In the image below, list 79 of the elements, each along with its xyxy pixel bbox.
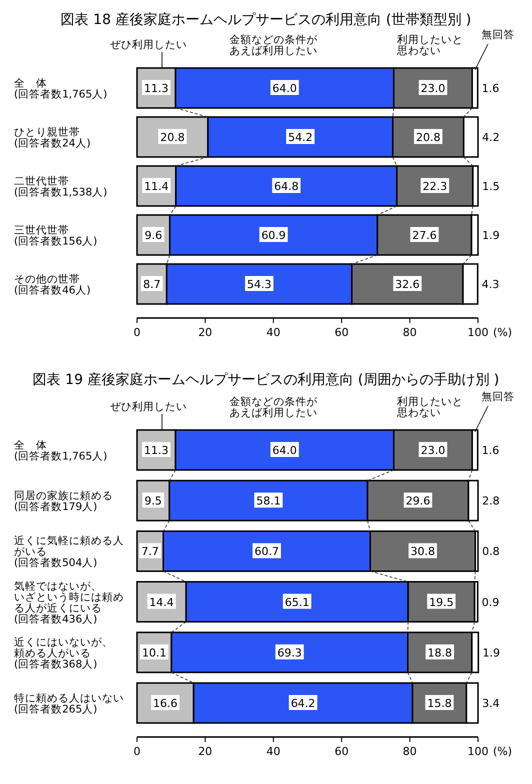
data-label: 64.2 [290, 697, 316, 710]
data-label: 65.1 [284, 596, 310, 609]
data-label: 32.6 [395, 278, 420, 291]
data-label: 14.4 [149, 596, 174, 609]
data-label: 29.6 [406, 494, 430, 508]
data-label: 1.6 [482, 444, 500, 457]
data-label: 64.0 [272, 444, 297, 457]
data-label: 1.9 [482, 646, 500, 660]
data-label: 23.0 [420, 82, 446, 95]
data-label: 4.3 [482, 278, 500, 291]
data-label: 7.7 [141, 545, 159, 558]
x-axis-title: (%) [493, 326, 512, 339]
data-label: 30.8 [410, 545, 436, 558]
x-tick-label: 0 [134, 745, 140, 758]
x-tick-label: 100 [468, 326, 488, 339]
data-label: 18.8 [428, 646, 452, 660]
x-tick-label: 60 [334, 326, 349, 339]
chart-title: 図表 19 産後家庭ホームヘルプサービスの利用意向 (周囲からの手助け別 ) [32, 372, 500, 388]
series-label: 利用したいと思わない [396, 395, 463, 419]
data-label: 60.7 [254, 545, 279, 558]
data-label: 10.1 [142, 646, 166, 660]
text: 無回答 [482, 29, 514, 41]
data-label: 27.6 [412, 229, 437, 242]
series-label: 利用したいと思わない [396, 33, 463, 57]
x-tick-label: 60 [334, 745, 349, 758]
y-tick-label: 全 体(回答者数1,765人) [14, 78, 108, 100]
data-label: 0.8 [482, 545, 500, 558]
x-tick-label: 80 [402, 745, 417, 758]
x-axis-title: (%) [493, 745, 512, 758]
data-label: 9.5 [144, 494, 162, 508]
data-label: 20.8 [416, 131, 440, 144]
x-tick-label: 80 [402, 326, 417, 339]
y-tick-label: その他の世帯(回答者数46人) [14, 272, 91, 296]
x-tick-label: 40 [266, 745, 280, 758]
data-label: 2.8 [482, 494, 500, 508]
data-label: 58.1 [256, 494, 281, 508]
y-tick-label: 特に頼める人はいない(回答者数265人) [14, 692, 124, 716]
data-label: 60.9 [261, 229, 286, 242]
data-label: 9.6 [144, 229, 162, 242]
data-label: 54.2 [288, 131, 313, 144]
series-label: 金額などの条件があえば利用したい [230, 395, 319, 419]
series-label: ぜひ利用したい [110, 400, 187, 413]
series-label: 金額などの条件があえば利用したい [230, 33, 319, 57]
data-label: 4.2 [482, 131, 500, 144]
y-tick-label: 全 体(回答者数1,765人) [14, 440, 108, 462]
data-label: 22.3 [422, 180, 448, 193]
y-tick-label: 同居の家族に頼める(回答者数179人) [14, 489, 113, 514]
data-label: 1.5 [482, 180, 500, 193]
chart-title: 図表 18 産後家庭ホームヘルプサービスの利用意向 (世帯類型別 ) [60, 12, 472, 28]
y-tick-label: 三世代世帯(回答者数156人) [14, 224, 98, 248]
data-label: 3.4 [482, 697, 500, 710]
y-tick-label: 近くに気軽に頼める人がいる(回答者数504人) [14, 534, 124, 570]
x-tick-label: 20 [198, 326, 212, 339]
y-tick-label: ひとり親世帯(回答者数24人) [14, 126, 91, 150]
x-tick-label: 0 [134, 326, 140, 339]
data-label: 69.3 [277, 646, 302, 660]
data-label: 23.0 [420, 444, 446, 457]
data-label: 1.9 [482, 229, 500, 242]
data-label: 64.8 [274, 180, 299, 193]
x-tick-label: 100 [468, 745, 488, 758]
data-label: 1.6 [482, 82, 500, 95]
y-tick-label: 気軽ではないが、いざという時には頼める人が近くにいる(回答者数436人) [14, 580, 124, 626]
data-label: 16.6 [153, 697, 178, 710]
data-label: 64.0 [272, 82, 297, 95]
text: 無回答 [482, 391, 514, 403]
data-label: 8.7 [143, 278, 161, 291]
data-label: 20.8 [160, 131, 185, 144]
data-label: 19.5 [429, 596, 454, 609]
data-label: 15.8 [427, 697, 452, 710]
data-label: 0.9 [482, 596, 500, 609]
y-tick-label: 近くにはいないが、頼める人がいる(回答者数368人) [14, 635, 113, 670]
x-tick-label: 20 [198, 745, 212, 758]
series-label: ぜひ利用したい [110, 38, 187, 51]
data-label: 11.4 [144, 180, 169, 193]
y-tick-label: 二世代世帯(回答者数1,538人) [14, 174, 108, 198]
data-label: 54.3 [247, 278, 272, 291]
x-tick-label: 40 [266, 326, 280, 339]
data-label: 11.3 [144, 444, 169, 457]
data-label: 11.3 [144, 82, 169, 95]
